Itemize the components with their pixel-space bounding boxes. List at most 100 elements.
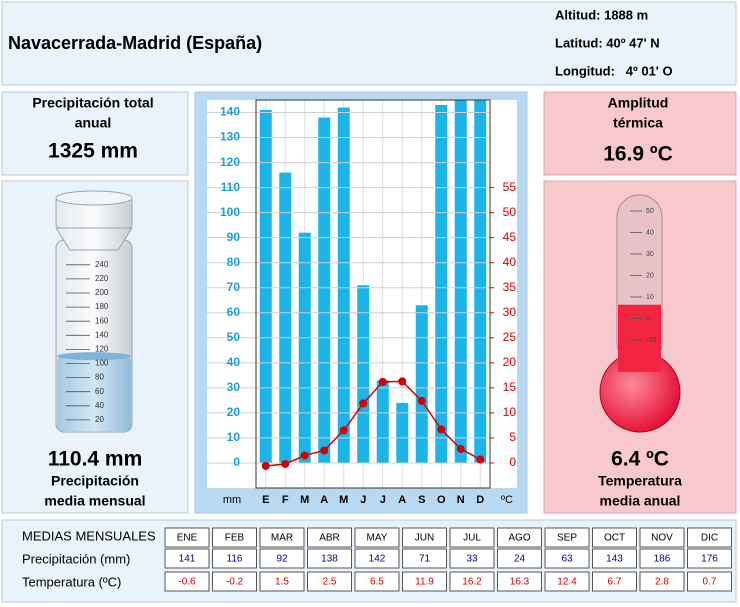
y2-tick-label: 25 [503,330,517,344]
temp-point [437,425,446,434]
temp-point [417,396,426,405]
cell-box [497,527,542,548]
month-cell: ENE [177,533,198,544]
cell-box [592,527,637,548]
bar [376,380,389,463]
cell-box [354,548,400,569]
precip-cell: 186 [654,554,671,565]
cell-box [164,527,210,548]
x-tick-label: J [380,494,386,506]
cell-box [544,527,590,548]
cell-box [402,527,447,548]
month-cell: MAY [367,533,388,544]
gauge-tick-label: 40 [95,401,104,410]
temp-cell: 12.4 [557,577,577,588]
cell-box [449,548,495,569]
thermo-tick-label: 50 [646,208,654,215]
gauge-tick-label: 20 [95,415,104,424]
cell-box [544,548,590,569]
y-tick-label: 60 [227,305,241,319]
x-tick-label: M [300,494,309,506]
header-panel [1,1,737,86]
month-cell: OCT [604,533,625,544]
cell-box [164,548,210,569]
cell-box [449,571,495,592]
gauge-tick-label: 200 [95,288,109,297]
row-label: Temperatura (ºC) [22,574,121,589]
gauge-tick-label: 160 [95,316,109,325]
y-tick-label: 90 [227,230,241,244]
y-axis-label: mm [223,494,241,506]
x-tick-label: M [339,494,348,506]
temp-cell: 11.9 [415,577,434,588]
gauge-caption: media mensual [44,493,145,509]
gauge-caption: Precipitación [51,473,139,489]
month-cell: FEB [225,533,245,544]
cell-box [164,571,210,592]
gauge-tick-label: 220 [95,274,109,283]
y2-tick-label: 45 [503,230,517,244]
gauge-water-top [57,352,131,361]
precip-cell: 116 [227,554,243,565]
table-title: MEDIAS MENSUALES [22,528,156,543]
amplitude-value: 16.9 ºC [603,143,673,166]
precip-cell: 24 [514,554,526,565]
thermo-value: 6.4 ºC [611,448,669,471]
temp-point [398,377,407,386]
bar [279,172,292,463]
x-tick-label: O [437,494,446,506]
temp-point [339,426,348,435]
x-tick-label: A [398,494,406,506]
thermo-caption: media anual [600,493,681,509]
bar [435,105,448,463]
temp-point [320,446,329,455]
y2-tick-label: 0 [509,455,516,469]
cell-box [307,527,352,548]
precip-total-value: 1325 mm [48,140,138,163]
precip-cell: 143 [606,554,623,565]
y2-tick-label: 5 [509,430,516,444]
precip-cell: 138 [321,554,338,565]
gauge-cap-top [55,190,133,206]
gauge-tick-label: 140 [95,330,109,339]
y-tick-label: 30 [227,380,241,394]
temp-cell: 1.5 [275,577,289,588]
cell-box [259,527,305,548]
x-tick-label: D [476,494,484,506]
temp-point [261,461,270,470]
temp-cell: 0.7 [703,577,717,588]
precip-cell: 92 [276,554,288,565]
gauge-tick-label: 120 [95,345,109,354]
gauge-value: 110.4 mm [48,448,143,471]
y2-axis-label: ºC [501,494,513,506]
temp-point [378,377,387,386]
amplitude-label: Amplitud [608,95,669,111]
temp-point [456,444,465,453]
cell-box [544,571,590,592]
y2-tick-label: 55 [503,180,517,194]
y-tick-label: 0 [233,455,240,469]
title: Navacerrada-Madrid (España) [8,33,262,53]
precip-panel [1,91,189,176]
cell-box [639,571,685,592]
precip-total-label: Precipitación total [32,95,153,111]
gauge-funnel [55,227,133,251]
precip-cell: 142 [369,554,386,565]
y2-tick-label: 50 [503,205,517,219]
cell-box [402,571,447,592]
y-tick-label: 140 [220,105,240,119]
bar [318,117,331,463]
thermo-caption: Temperatura [598,473,682,489]
y2-tick-label: 15 [503,380,517,394]
y2-tick-label: 20 [503,355,517,369]
y-tick-label: 130 [220,130,240,144]
thermo-tick-label: 10 [646,294,654,301]
temp-cell: 16.3 [510,577,530,588]
thermo-tick-label: 20 [646,272,654,279]
cell-box [212,548,257,569]
x-tick-label: J [360,494,366,506]
temp-cell: 16.2 [462,577,482,588]
month-cell: AGO [508,533,530,544]
cell-box [449,527,495,548]
month-cell: ABR [319,533,340,544]
